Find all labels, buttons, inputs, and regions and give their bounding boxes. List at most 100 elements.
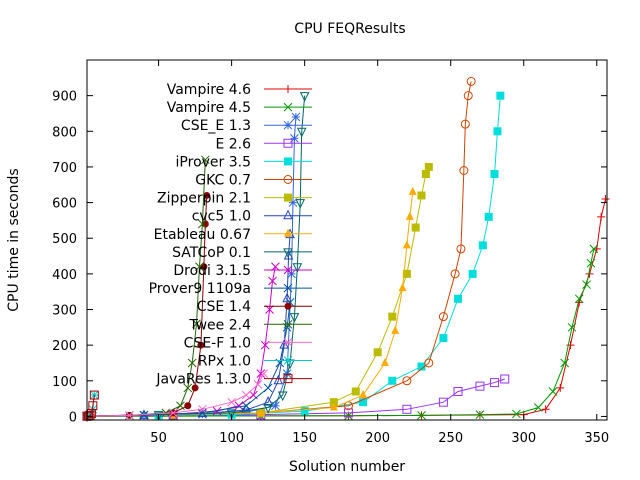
series-point (259, 369, 269, 379)
legend-marker (283, 338, 293, 347)
series-point (402, 404, 412, 414)
series-1 (82, 244, 599, 421)
series-point (388, 312, 397, 321)
series-point (533, 403, 543, 412)
series-point (271, 262, 280, 272)
legend-label: CSE-F 1.0 (184, 335, 251, 351)
y-axis: 0 100 200 300 400 500 600 700 800 900 (52, 90, 607, 425)
series-point (226, 409, 237, 419)
series-point (351, 387, 360, 396)
series-point (574, 294, 584, 304)
series-point (183, 383, 193, 393)
chart-title: CPU FEQResults (294, 21, 405, 37)
legend: Vampire 4.6 Vampire 4.5 CSE_E 1.3 E 2.6 iPro… (149, 82, 312, 388)
x-axis: 50 100 150 200 250 300 350 (150, 60, 609, 446)
series-point (176, 401, 185, 411)
legend-marker (283, 175, 293, 184)
legend-label: RPx 1.0 (198, 354, 251, 370)
series-point (88, 401, 98, 411)
series-point (329, 402, 338, 411)
y-tick-label: 700 (52, 161, 77, 176)
series-point (548, 387, 558, 396)
series-point (282, 292, 292, 303)
series-point (402, 240, 411, 249)
series-point (288, 198, 298, 207)
y-tick-label: 900 (52, 90, 77, 105)
series-point (277, 391, 288, 402)
series-point (586, 258, 596, 268)
series-point (408, 186, 417, 195)
series-point (184, 402, 192, 410)
series-point (421, 170, 430, 179)
series-point (438, 397, 448, 407)
series-point (402, 376, 412, 386)
series-point (456, 244, 466, 254)
series-point (290, 134, 299, 143)
series-point (256, 369, 266, 379)
legend-label: Etableau 0.67 (154, 227, 251, 243)
series-point (475, 410, 485, 420)
legend-marker (283, 374, 293, 384)
y-tick-label: 100 (52, 375, 77, 390)
plot-frame (86, 59, 608, 421)
series-point (299, 92, 310, 102)
series-point (454, 294, 463, 303)
series-point (453, 386, 463, 396)
series-point (405, 211, 414, 220)
series-point (227, 397, 236, 407)
series-point (496, 91, 505, 100)
series-point (424, 358, 434, 368)
legend-label: Twee 2.4 (188, 317, 251, 333)
legend-label: SATCoP 0.1 (172, 245, 251, 261)
series-point (192, 319, 201, 329)
series-point (329, 398, 338, 407)
series-point (198, 219, 207, 229)
legend-marker (283, 138, 293, 148)
series-point (512, 409, 521, 419)
y-tick-label: 0 (69, 410, 77, 425)
legend-label: Vampire 4.5 (167, 100, 251, 116)
x-tick-label: 150 (292, 431, 317, 446)
series-point (601, 195, 610, 204)
y-tick-label: 500 (52, 232, 77, 247)
series-point (438, 312, 448, 322)
series-point (241, 401, 251, 411)
series-point (567, 322, 577, 332)
series-point (359, 398, 368, 407)
series-point (402, 269, 411, 278)
series-line (86, 81, 472, 417)
series-point (191, 384, 199, 392)
series-point (85, 410, 95, 420)
series-point (241, 390, 251, 400)
x-tick-label: 300 (511, 431, 536, 446)
legend-label: Drodi 3.1.5 (173, 263, 251, 279)
series-point (359, 390, 368, 399)
y-tick-label: 800 (52, 125, 77, 140)
series-point (380, 357, 389, 366)
y-tick-label: 200 (52, 339, 77, 354)
series-point (263, 383, 273, 393)
series-point (89, 390, 99, 400)
series-point (198, 408, 207, 418)
series-point (417, 191, 426, 200)
series-point (292, 263, 303, 273)
x-tick-label: 350 (584, 431, 609, 446)
series-point (187, 358, 197, 368)
y-tick-label: 300 (52, 304, 77, 319)
legend-marker (284, 157, 292, 166)
series-3 (82, 374, 510, 421)
legend-marker (283, 209, 293, 220)
series-point (153, 411, 164, 421)
series-point (391, 325, 400, 334)
series-point (490, 378, 500, 388)
series-point (200, 263, 208, 271)
series-point (556, 383, 565, 392)
series-point (468, 269, 477, 278)
series-point (265, 305, 274, 314)
series-point (89, 390, 99, 400)
series-point (168, 408, 178, 418)
series-line (86, 302, 291, 417)
series-point (200, 155, 210, 165)
series-point (268, 276, 277, 286)
series-point (256, 407, 265, 416)
